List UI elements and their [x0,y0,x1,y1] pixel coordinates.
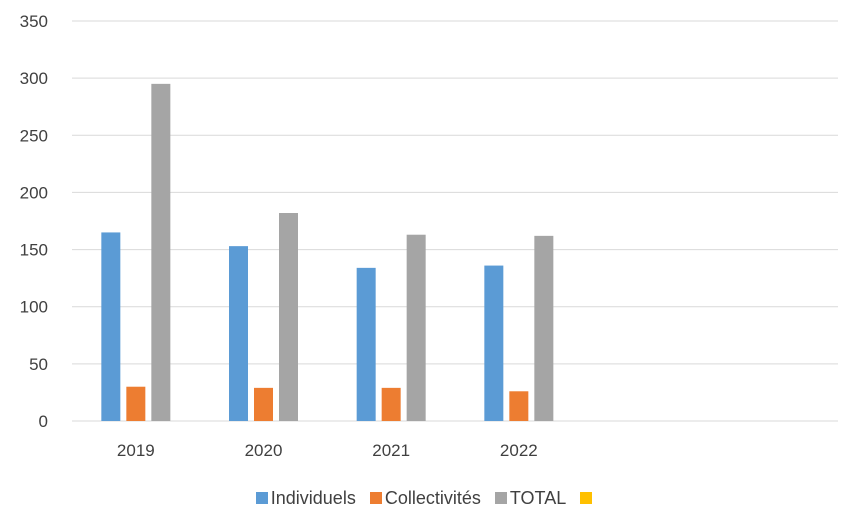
bar-individuels-2021 [356,267,376,421]
bar-total-2020 [279,213,298,421]
y-tick-label: 250 [20,126,48,145]
x-tick-label: 2020 [245,441,283,460]
bars [101,83,554,421]
bar-total-2021 [406,234,426,421]
y-tick-label: 0 [39,412,48,431]
bar-collectivités-2020 [254,387,273,421]
y-tick-label: 350 [20,12,48,31]
bar-total-2022 [534,235,554,421]
bar-collectivités-2022 [509,391,529,421]
y-tick-label: 300 [20,69,48,88]
y-tick-label: 100 [20,298,48,317]
legend-item [580,492,595,504]
bar-collectivités-2019 [126,386,146,421]
bar-total-2019 [151,83,171,421]
bar-chart: 0 50 100 150 200 250 300 350 2019 2020 2021 2022 [20,12,838,460]
y-tick-label: 200 [20,183,48,202]
legend-swatch [369,492,382,504]
legend-label: Individuels [270,487,356,508]
y-tick-label: 150 [20,241,48,260]
legend: Individuels Collectivités TOTAL [0,486,851,510]
x-tick-label: 2022 [500,441,538,460]
x-tick-label: 2019 [117,441,155,460]
legend-swatch [580,492,593,504]
legend-swatch [494,492,507,504]
bar-individuels-2020 [229,246,248,421]
legend-item: TOTAL [494,487,567,509]
y-axis-tick-labels: 0 50 100 150 200 250 300 350 [20,12,48,431]
bar-individuels-2022 [484,265,504,421]
y-tick-label: 50 [29,355,48,374]
x-tick-label: 2021 [372,441,410,460]
legend-swatch [255,492,268,504]
legend-item: Collectivités [369,487,481,509]
legend-item: Individuels [255,487,356,509]
bar-individuels-2019 [101,232,121,421]
legend-label: Collectivités [384,487,481,508]
legend-label: TOTAL [509,487,567,508]
bar-collectivités-2021 [381,387,401,421]
x-axis-tick-labels: 2019 2020 2021 2022 [117,441,538,460]
gridlines [72,20,838,422]
